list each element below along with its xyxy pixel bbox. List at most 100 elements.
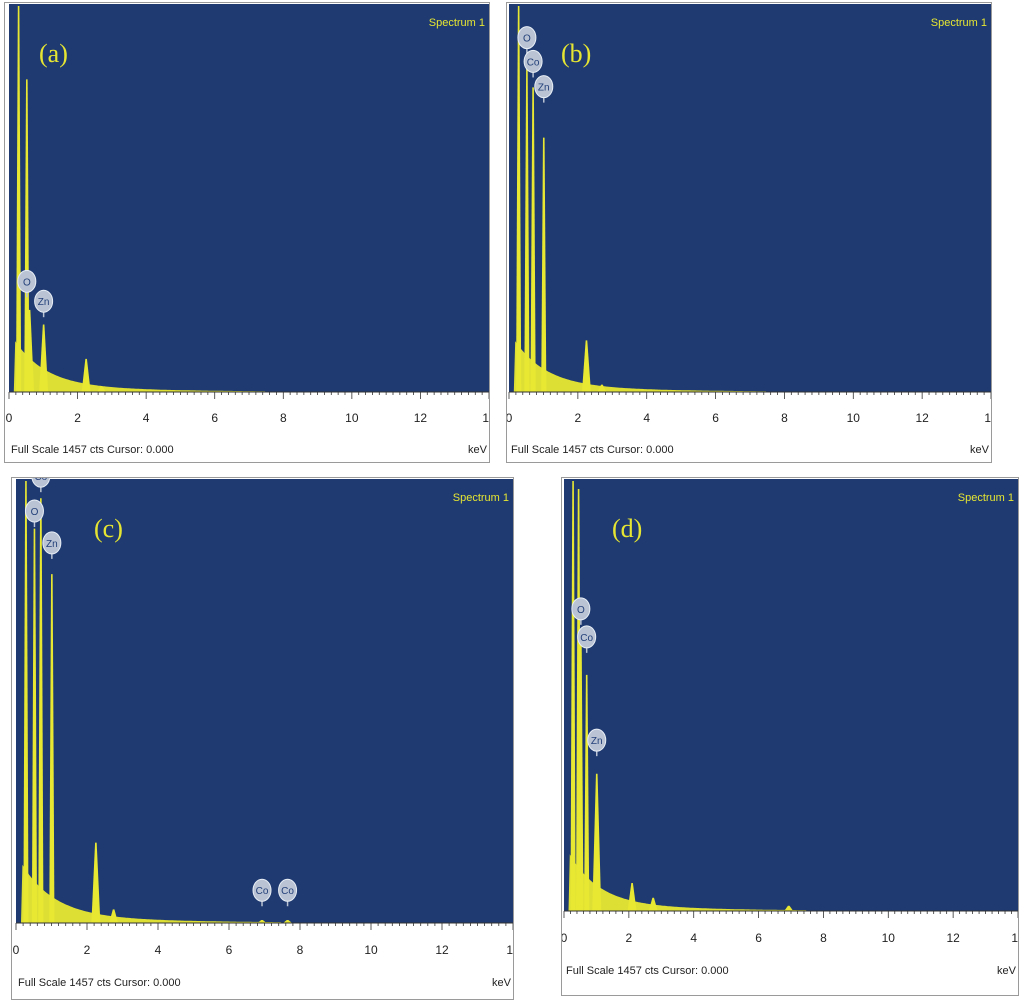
peak-label-o: O	[517, 26, 537, 54]
spectrum-peak	[39, 324, 49, 392]
peak-label-zn: Zn	[587, 728, 607, 757]
eds-spectrum-svg: O Co Zn (b) Spectrum 1 0 2 4 6 8 10 12 14 Full Scale …	[507, 4, 991, 456]
eds-panel-c: Co O Zn Co Co (c) Spectrum 1 0 2 4 6 8 10 12 14 Full Sc…	[11, 477, 514, 1000]
footer-text: Full Scale 1457 cts Cursor: 0.000	[511, 444, 674, 456]
peak-label-zn: Zn	[34, 289, 54, 318]
spectrum-peak	[283, 919, 293, 923]
x-tick-label: 0	[13, 943, 20, 957]
x-tick-label: 6	[755, 931, 762, 945]
peak-label-co: Co	[252, 878, 272, 907]
peak-label-text: O	[31, 507, 39, 518]
peak-label-badge	[517, 26, 537, 50]
spectrum-peak	[648, 897, 658, 911]
x-axis-unit: keV	[970, 444, 990, 456]
spectrum-label: Spectrum 1	[958, 492, 1014, 504]
spectrum-peak	[524, 68, 530, 393]
x-tick-label: 4	[690, 931, 697, 945]
spectrum-peak	[541, 137, 547, 392]
peak-label-badge	[42, 531, 62, 555]
peak-label-o: O	[24, 499, 44, 528]
x-tick-label: 12	[435, 943, 449, 957]
eds-spectrum-svg: O Co Zn (d) Spectrum 1 0 2 4 6 8 10 12 14 Full Scale …	[562, 479, 1018, 977]
x-tick-label: 14	[506, 943, 513, 957]
x-axis-unit: keV	[492, 977, 512, 989]
x-tick-label: 8	[781, 411, 788, 425]
eds-panel-b: O Co Zn (b) Spectrum 1 0 2 4 6 8 10 12 14 Full Scale …	[506, 2, 992, 463]
plot-area	[16, 479, 513, 923]
spectrum-peak	[23, 481, 29, 923]
spectrum-continuum	[9, 341, 267, 392]
peak-label-zn: Zn	[42, 531, 62, 559]
footer-text: Full Scale 1457 cts Cursor: 0.000	[11, 444, 174, 456]
x-tick-label: 4	[143, 411, 150, 425]
peak-label-text: Co	[580, 633, 593, 644]
peak-label-badge	[31, 478, 51, 488]
x-tick-label: 0	[562, 931, 568, 945]
plot-area	[564, 479, 1018, 911]
x-tick-label: 14	[984, 411, 991, 425]
spectrum-peak	[784, 905, 794, 911]
x-tick-label: 6	[211, 411, 218, 425]
peak-label-badge	[523, 49, 543, 73]
spectrum-peak	[24, 79, 30, 392]
peak-label-badge	[24, 499, 44, 523]
spectrum-peak	[530, 87, 536, 392]
peak-label-badge	[534, 75, 554, 99]
x-tick-label: 2	[626, 931, 633, 945]
x-tick-label: 4	[155, 943, 162, 957]
spectrum-peak	[25, 309, 35, 392]
peak-label-text: O	[23, 277, 31, 288]
peak-label-o: O	[17, 269, 37, 298]
eds-spectrum-svg: Co O Zn Co Co (c) Spectrum 1 0 2 4 6 8 10 12 14 Full Sc…	[13, 478, 513, 989]
spectrum-peak	[31, 528, 38, 923]
footer-text: Full Scale 1457 cts Cursor: 0.000	[566, 965, 729, 977]
peak-label-text: Co	[256, 886, 269, 897]
peak-label-text: Zn	[38, 297, 50, 308]
x-tick-label: 0	[6, 411, 13, 425]
x-tick-label: 2	[575, 411, 582, 425]
x-tick-label: 12	[414, 411, 428, 425]
spectrum-peak	[109, 909, 119, 923]
peak-label-co: Co	[278, 878, 298, 907]
spectrum-peak	[597, 384, 607, 392]
spectrum-label: Spectrum 1	[931, 17, 987, 29]
peak-label-badge	[577, 625, 597, 649]
spectrum-peak	[584, 674, 590, 911]
x-tick-label: 14	[482, 411, 489, 425]
panel-label: (d)	[612, 514, 642, 543]
spectrum-peak	[257, 919, 267, 923]
plot-area	[9, 4, 489, 392]
eds-spectrum-svg: O Zn (a) Spectrum 1 0 2 4 6 8 10 12 14 Full Scale 14…	[6, 4, 489, 456]
x-tick-label: 6	[712, 411, 719, 425]
spectrum-peak	[16, 6, 22, 392]
peak-label-o: O	[571, 597, 591, 625]
panel-label: (a)	[39, 39, 68, 68]
peak-label-badge	[252, 878, 272, 902]
spectrum-peak	[81, 358, 91, 392]
spectrum-peak	[578, 636, 584, 911]
peak-label-text: Co	[34, 478, 47, 483]
x-tick-label: 10	[847, 411, 861, 425]
spectrum-peak	[516, 6, 522, 392]
peak-label-text: Zn	[591, 736, 603, 747]
eds-panel-d: O Co Zn (d) Spectrum 1 0 2 4 6 8 10 12 14 Full Scale …	[561, 477, 1019, 996]
peak-label-badge	[34, 289, 54, 313]
spectrum-peak	[91, 842, 101, 923]
peak-label-text: Co	[281, 886, 294, 897]
peak-label-text: O	[577, 605, 585, 616]
spectrum-peak	[97, 386, 107, 392]
x-tick-label: 0	[507, 411, 513, 425]
eds-panel-a: O Zn (a) Spectrum 1 0 2 4 6 8 10 12 14 Full Scale 14…	[4, 2, 490, 463]
peak-label-badge	[587, 728, 607, 752]
peak-label-text: O	[523, 34, 531, 45]
peak-label-co: Co	[31, 478, 51, 493]
x-tick-label: 10	[882, 931, 896, 945]
spectrum-peak	[38, 498, 44, 923]
x-tick-label: 12	[946, 931, 960, 945]
x-tick-label: 2	[84, 943, 91, 957]
peak-label-text: Co	[527, 57, 540, 68]
x-tick-label: 6	[226, 943, 233, 957]
peak-label-text: Zn	[46, 539, 58, 550]
spectrum-label: Spectrum 1	[429, 17, 485, 29]
peak-label-co: Co	[523, 49, 543, 78]
